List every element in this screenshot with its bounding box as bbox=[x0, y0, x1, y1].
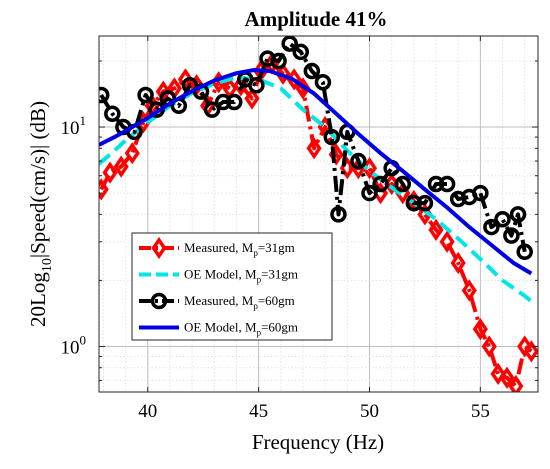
data-point bbox=[472, 317, 488, 341]
legend-box bbox=[131, 232, 333, 341]
y-tick-label: 101 bbox=[61, 113, 87, 139]
series-4 bbox=[99, 68, 533, 276]
data-point bbox=[137, 86, 154, 104]
x-tick-label: 45 bbox=[249, 401, 268, 422]
data-point bbox=[270, 52, 287, 70]
data-point bbox=[481, 335, 497, 358]
data-point bbox=[306, 137, 322, 160]
y-axis-label: 20Log10|Speed(cm/s)| (dB) bbox=[26, 101, 55, 327]
legend-label-rest: =60gm bbox=[258, 293, 295, 308]
legend-entry: Measured, Mp=60gm bbox=[139, 292, 295, 311]
data-point bbox=[509, 206, 527, 223]
data-point bbox=[508, 374, 524, 392]
legend-label-main: Measured, M bbox=[184, 293, 254, 308]
y-tick-label-base: 10 bbox=[61, 118, 80, 139]
data-point bbox=[438, 175, 456, 193]
legend-label-main: OE Model, M bbox=[184, 320, 257, 335]
legend-label-rest: =31gm bbox=[258, 240, 295, 255]
legend-label-rest: =60gm bbox=[261, 320, 298, 335]
data-point bbox=[503, 227, 520, 244]
legend-label-main: Measured, M bbox=[184, 240, 254, 255]
legend-entry: OE Model, Mp=60gm bbox=[139, 320, 298, 338]
y-tick-label: 100 bbox=[61, 332, 87, 358]
data-point bbox=[248, 77, 265, 94]
data-point bbox=[225, 93, 243, 111]
data-point bbox=[155, 80, 171, 103]
legend-label-rest: =31gm bbox=[261, 267, 298, 282]
data-point bbox=[516, 243, 533, 261]
legend-marker-swatch bbox=[151, 236, 167, 260]
legend-label-subscript: p bbox=[253, 248, 258, 258]
data-point bbox=[494, 210, 511, 228]
data-point bbox=[188, 74, 205, 97]
legend-label-main: OE Model, M bbox=[184, 267, 257, 282]
legend-label-subscript: p bbox=[257, 275, 262, 285]
y-axis-label-subscript: 10 bbox=[40, 258, 55, 272]
data-point bbox=[99, 86, 110, 104]
series-3 bbox=[99, 36, 533, 261]
data-point bbox=[314, 74, 332, 91]
legend-label: OE Model, Mp=31gm bbox=[184, 267, 298, 285]
x-axis-ticks: 40 45 50 55 bbox=[138, 36, 490, 422]
data-point bbox=[214, 93, 232, 111]
legend-label-subscript: p bbox=[253, 301, 258, 311]
data-point bbox=[490, 362, 506, 385]
data-point bbox=[281, 36, 298, 52]
legend-entry: OE Model, Mp=31gm bbox=[139, 267, 298, 285]
data-point bbox=[124, 142, 140, 165]
data-point bbox=[104, 105, 121, 122]
series-line bbox=[99, 68, 533, 276]
y-tick-label-exponent: 1 bbox=[80, 113, 87, 128]
data-point bbox=[275, 62, 291, 85]
legend-label: Measured, Mp=31gm bbox=[184, 240, 295, 258]
chart-title: Amplitude 41% bbox=[245, 7, 388, 31]
y-axis-label-prefix: 20Log bbox=[26, 272, 50, 327]
data-point bbox=[450, 251, 466, 275]
data-point bbox=[405, 194, 423, 212]
series-line bbox=[99, 75, 538, 307]
data-point bbox=[483, 218, 500, 236]
data-point bbox=[523, 340, 538, 363]
data-point bbox=[499, 366, 515, 389]
data-point bbox=[203, 101, 221, 118]
data-point bbox=[350, 152, 367, 170]
data-point bbox=[416, 194, 434, 212]
series-layer bbox=[99, 36, 538, 392]
data-point bbox=[102, 161, 118, 184]
data-point bbox=[461, 279, 477, 302]
legend-label-subscript: p bbox=[257, 328, 262, 338]
x-tick-label: 50 bbox=[360, 401, 379, 422]
data-point bbox=[323, 128, 341, 146]
x-tick-label: 55 bbox=[471, 401, 490, 422]
data-point bbox=[99, 178, 109, 201]
y-tick-label-base: 10 bbox=[61, 337, 80, 358]
data-point bbox=[330, 206, 347, 223]
data-point bbox=[361, 184, 378, 202]
data-point bbox=[428, 218, 444, 241]
legend-label: Measured, Mp=60gm bbox=[184, 293, 295, 311]
y-axis-label-suffix: |Speed(cm/s)| (dB) bbox=[26, 101, 50, 258]
x-axis-label: Frequency (Hz) bbox=[252, 430, 384, 454]
data-point bbox=[303, 62, 321, 80]
legend-label: OE Model, Mp=60gm bbox=[184, 320, 298, 338]
data-point bbox=[439, 230, 455, 253]
data-point bbox=[244, 87, 260, 110]
legend-marker-swatch bbox=[150, 292, 168, 310]
data-point bbox=[427, 175, 445, 193]
data-point bbox=[517, 335, 533, 358]
x-tick-label: 40 bbox=[138, 401, 157, 422]
data-point bbox=[372, 175, 389, 193]
data-point bbox=[113, 155, 129, 178]
data-point bbox=[292, 43, 310, 61]
legend-entry: Measured, Mp=31gm bbox=[139, 236, 295, 260]
data-point bbox=[394, 175, 412, 193]
data-point bbox=[472, 184, 489, 202]
series-2 bbox=[99, 75, 538, 307]
y-tick-label-exponent: 0 bbox=[80, 332, 87, 347]
